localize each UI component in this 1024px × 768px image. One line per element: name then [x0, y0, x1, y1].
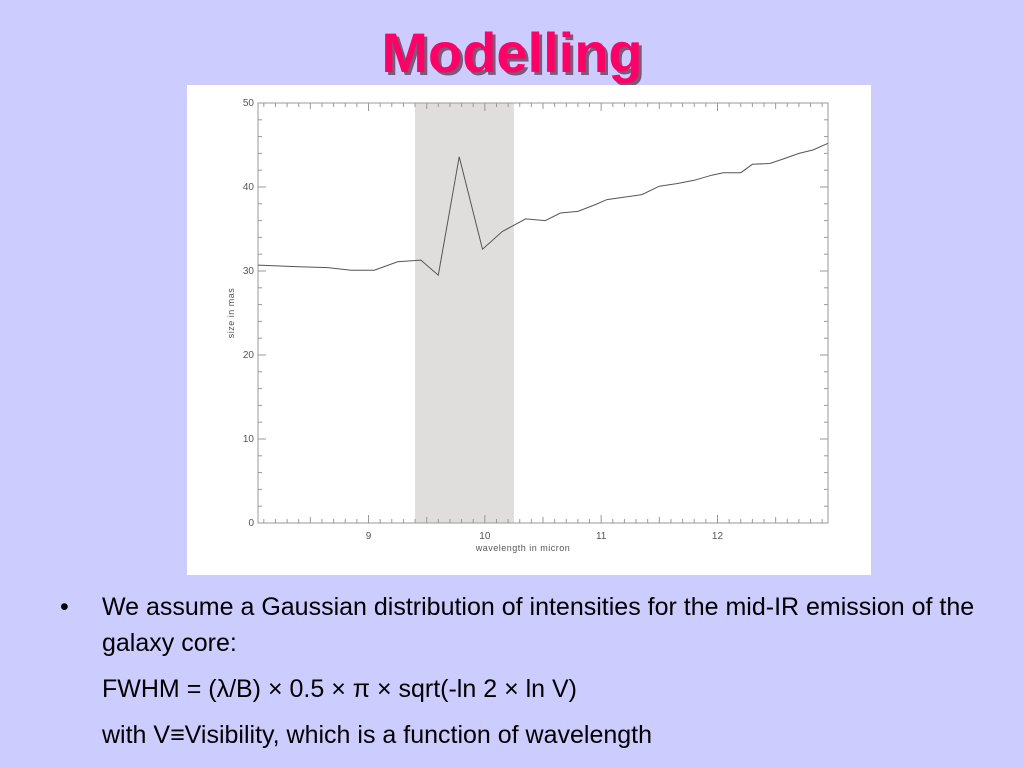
y-tick-label: 40 — [243, 182, 255, 193]
x-tick-label: 10 — [479, 531, 491, 542]
y-tick-label: 0 — [248, 518, 254, 529]
slide-title: Modelling — [381, 21, 643, 84]
x-axis-label: wavelength in micron — [475, 543, 571, 553]
y-tick-label: 30 — [243, 266, 255, 277]
x-tick-label: 11 — [596, 531, 607, 542]
chart-panel: 9 10 11 12 0 10 20 30 40 50 wavelength in micron… — [187, 85, 871, 575]
x-axis-minor-ticks — [263, 103, 823, 523]
y-axis-minor-ticks — [258, 119, 828, 507]
formula-line: FWHM = (λ/B) × 0.5 × π × sqrt(-ln 2 × ln… — [102, 675, 578, 703]
x-tick-label: 12 — [712, 531, 724, 542]
x-tick-label: 9 — [366, 531, 372, 542]
y-axis-ticks: 0 10 20 30 40 50 — [243, 98, 828, 529]
y-tick-label: 50 — [243, 98, 255, 109]
line-chart: 9 10 11 12 0 10 20 30 40 50 wavelength in micron… — [226, 98, 829, 553]
y-axis-label: size in mas — [226, 288, 236, 339]
bullet-text: We assume a Gaussian distribution of int… — [102, 593, 975, 657]
y-tick-label: 20 — [243, 350, 255, 361]
y-tick-label: 10 — [243, 434, 255, 445]
bullet-item: • We assume a Gaussian distribution of i… — [60, 589, 990, 661]
x-axis-ticks: 9 10 11 12 — [366, 103, 724, 542]
bullet-text-block: • We assume a Gaussian distribution of i… — [60, 589, 990, 753]
visibility-note: with V≡Visibility, which is a function o… — [102, 721, 653, 749]
size-series-line — [257, 142, 829, 277]
shaded-wavelength-band — [415, 103, 514, 523]
plot-frame — [257, 102, 829, 524]
bullet-symbol: • — [60, 593, 69, 621]
